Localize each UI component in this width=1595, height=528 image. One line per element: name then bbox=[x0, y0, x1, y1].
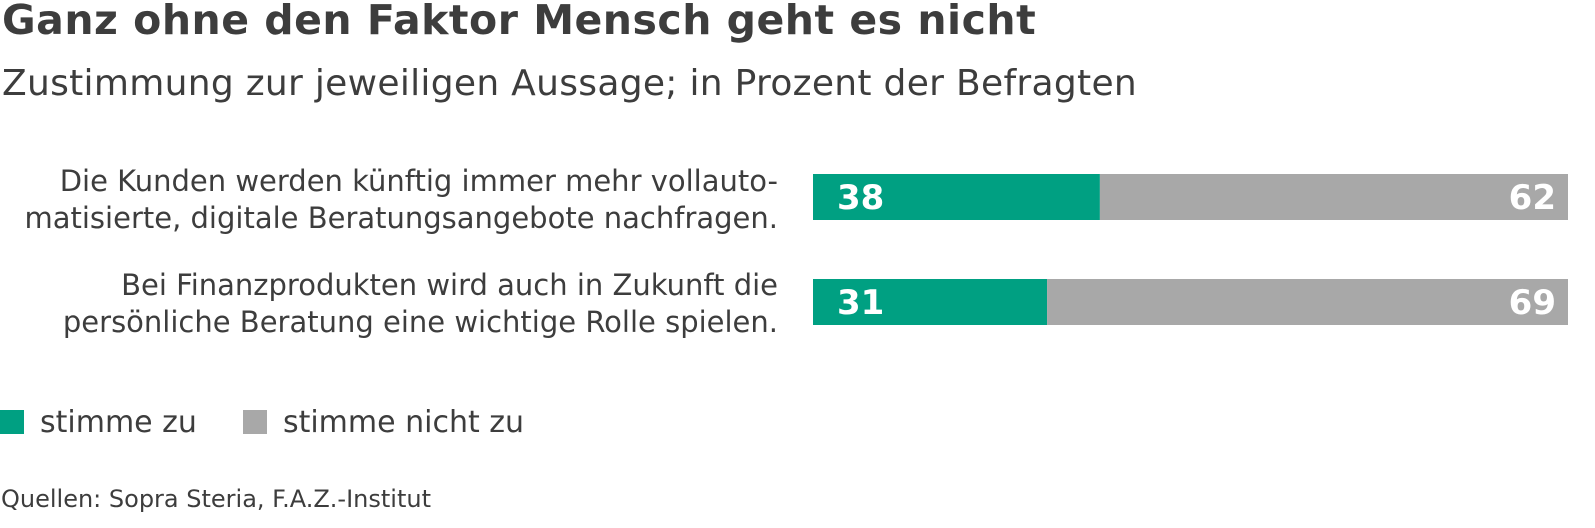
category-label: Bei Finanzprodukten wird auch in Zukunft… bbox=[63, 267, 778, 341]
source-note: Quellen: Sopra Steria, F.A.Z.-Institut bbox=[1, 485, 431, 513]
category-label-line: Bei Finanzprodukten wird auch in Zukunft… bbox=[121, 268, 778, 302]
category-label-line: persönliche Beratung eine wichtige Rolle… bbox=[62, 305, 778, 339]
category-label: Die Kunden werden künftig immer mehr vol… bbox=[24, 163, 778, 237]
legend-swatch-disagree bbox=[242, 410, 267, 434]
category-label-line: Die Kunden werden künftig immer mehr vol… bbox=[59, 164, 778, 198]
bar-value-agree: 31 bbox=[837, 283, 884, 323]
bar-chart-area: 38 62 31 69 bbox=[813, 174, 1568, 325]
bar-agree bbox=[813, 279, 1048, 325]
legend-label-agree: stimme zu bbox=[40, 404, 197, 440]
category-label-line: matisierte, digitale Beratungsangebote n… bbox=[24, 201, 778, 235]
legend-swatch-agree bbox=[0, 410, 24, 434]
bar-value-disagree: 62 bbox=[1509, 178, 1556, 218]
legend-item-agree: stimme zu bbox=[0, 405, 197, 440]
chart-title: Ganz ohne den Faktor Mensch geht es nich… bbox=[2, 0, 1037, 44]
bar-disagree bbox=[1099, 174, 1568, 220]
bar-value-agree: 38 bbox=[837, 178, 884, 218]
legend: stimme zu stimme nicht zu bbox=[0, 400, 570, 444]
bar-agree bbox=[813, 174, 1100, 220]
bar-disagree bbox=[1047, 279, 1568, 325]
chart-subtitle: Zustimmung zur jeweiligen Aussage; in Pr… bbox=[2, 63, 1138, 104]
legend-item-disagree: stimme nicht zu bbox=[242, 404, 525, 440]
legend-label-disagree: stimme nicht zu bbox=[282, 404, 525, 440]
bar-value-disagree: 69 bbox=[1509, 283, 1556, 323]
